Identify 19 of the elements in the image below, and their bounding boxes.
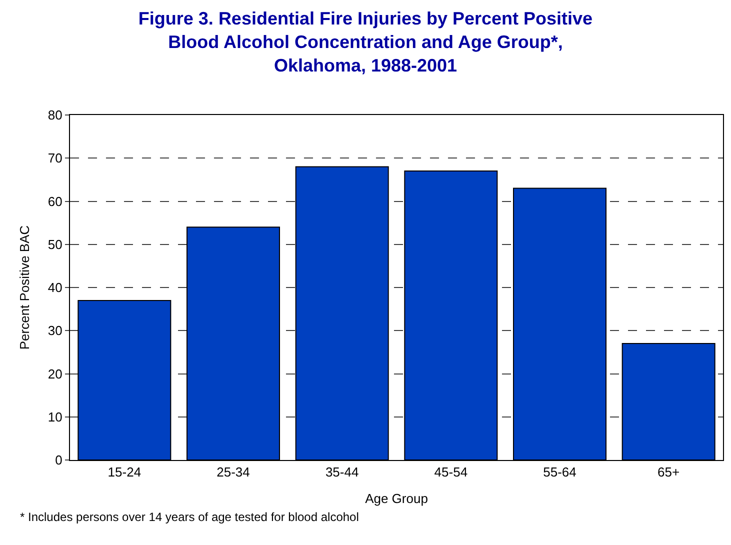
text: * Includes persons over 14 years of age tested for blood alcohol (20, 510, 359, 524)
y-tick-label: 50 (48, 236, 62, 252)
y-tick-label: 70 (48, 150, 62, 166)
y-tick-label: 30 (48, 323, 62, 338)
x-tick-label: 25-34 (216, 464, 250, 480)
x-tick-label: 35-44 (325, 464, 359, 480)
y-tick-label: 0 (55, 452, 62, 468)
x-tick-label: 15-24 (108, 464, 142, 480)
x-axis-title: Age Group (365, 491, 428, 506)
y-tick-label: 40 (48, 280, 62, 296)
chart-title: Figure 3. Residential Fire Injuries by Percent Positive Blood Alcohol Concentration and Age Group*, Oklahoma, 1988-2001 (138, 8, 593, 76)
y-tick-label: 10 (48, 409, 62, 424)
y-tick-label: 80 (48, 108, 62, 123)
x-tick-label: 45-54 (434, 464, 468, 480)
x-tick-label: 65+ (658, 464, 680, 480)
y-tick-label: 60 (48, 194, 62, 209)
y-tick-label: 20 (48, 366, 62, 382)
y-axis-title: Percent Positive BAC (16, 225, 32, 350)
x-tick-label: 55-64 (543, 464, 576, 480)
